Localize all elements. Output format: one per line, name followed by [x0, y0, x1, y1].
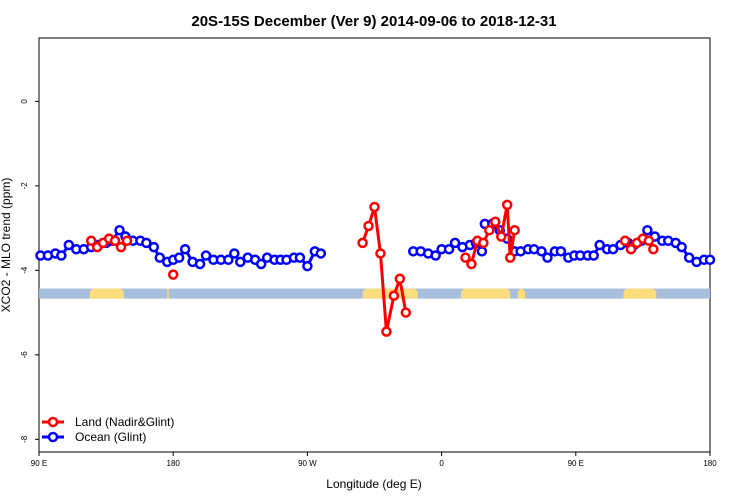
legend: Land (Nadir&Glint) Ocean (Glint)	[42, 415, 174, 444]
data-point	[619, 235, 631, 247]
data-point	[315, 248, 327, 259]
chart-title: 20S-15S December (Ver 9) 2014-09-06 to 2…	[191, 13, 556, 30]
data-point	[476, 246, 488, 257]
data-point	[625, 243, 637, 255]
data-point	[302, 260, 313, 272]
data-point	[594, 239, 605, 251]
data-point	[466, 258, 477, 270]
land-patch	[165, 288, 171, 299]
data-point	[229, 248, 240, 259]
data-point	[179, 243, 191, 255]
legend-land-marker	[47, 416, 59, 428]
data-point	[121, 235, 133, 247]
data-point	[683, 252, 695, 263]
data-point	[141, 237, 152, 249]
data-point	[648, 243, 659, 255]
data-point	[357, 237, 368, 249]
x-tick-label: 180	[703, 459, 717, 468]
data-point	[235, 256, 246, 268]
data-point	[495, 231, 507, 242]
data-point	[388, 290, 400, 301]
data-point	[109, 235, 121, 247]
data-point	[704, 254, 716, 266]
x-tick-label: 90 E	[31, 459, 47, 468]
data-point	[223, 254, 234, 266]
legend-land-label: Land (Nadir&Glint)	[75, 415, 174, 429]
y-tick-label: -6	[20, 351, 29, 359]
data-point	[400, 307, 412, 318]
data-point	[542, 252, 553, 263]
data-point	[63, 239, 75, 251]
series-ocean	[35, 218, 716, 272]
data-point	[643, 235, 655, 247]
series-land	[85, 199, 659, 337]
axes: 90 E 180 90 W 0 90 E 180 0 -2 -4 -6 -8	[20, 99, 717, 468]
data-point	[369, 201, 380, 213]
data-point	[460, 252, 471, 263]
land-patch	[460, 288, 511, 299]
land-patch	[517, 288, 526, 299]
data-point	[114, 224, 125, 236]
data-point	[501, 199, 513, 211]
data-point	[200, 250, 212, 261]
data-point	[375, 248, 386, 259]
x-tick-label: 90 E	[568, 459, 584, 468]
x-axis-label: Longitude (deg E)	[326, 477, 421, 491]
data-point	[363, 220, 374, 232]
data-point	[607, 243, 619, 255]
data-point	[148, 241, 160, 253]
data-point	[509, 224, 520, 236]
data-point	[490, 216, 501, 228]
data-point	[588, 250, 599, 261]
data-point	[173, 252, 185, 263]
data-point	[255, 258, 267, 270]
y-tick-label: -2	[20, 182, 29, 190]
data-point	[478, 237, 489, 249]
y-axis-label: XCO2 - MLO trend (ppm)	[0, 178, 13, 313]
data-point	[536, 246, 547, 257]
data-point	[194, 258, 206, 270]
data-point	[154, 252, 166, 263]
land-patch	[623, 288, 657, 299]
y-tick-label: -8	[20, 435, 29, 443]
y-tick-label: 0	[20, 99, 29, 104]
data-point	[294, 252, 306, 263]
legend-ocean-label: Ocean (Glint)	[75, 430, 146, 444]
data-point	[676, 241, 687, 253]
land-patch	[89, 288, 124, 299]
data-point	[115, 241, 127, 253]
x-tick-label: 0	[439, 459, 444, 468]
data-point	[167, 269, 179, 280]
plot-frame	[38, 37, 711, 453]
data-point	[430, 250, 441, 261]
data-point	[449, 237, 461, 249]
data-point	[56, 250, 67, 261]
data-point	[443, 243, 455, 255]
series-layer	[35, 199, 716, 337]
data-point	[85, 235, 97, 247]
data-point	[555, 246, 567, 257]
data-point	[394, 273, 406, 285]
data-point	[484, 224, 495, 236]
legend-ocean-marker	[47, 431, 59, 443]
data-point	[381, 326, 392, 337]
data-point	[642, 224, 653, 236]
data-point	[504, 252, 516, 263]
surface-band	[39, 288, 710, 299]
x-tick-label: 180	[167, 459, 181, 468]
x-tick-label: 90 W	[298, 459, 317, 468]
y-tick-label: -4	[20, 266, 29, 274]
